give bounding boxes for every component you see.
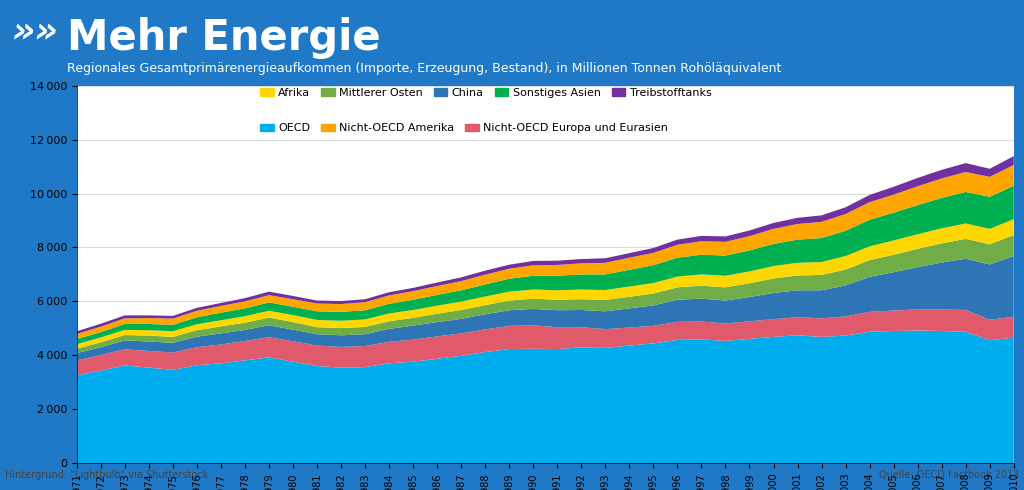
Text: Mehr Energie: Mehr Energie bbox=[67, 17, 380, 59]
Text: Quelle: OECD Factbook 2013: Quelle: OECD Factbook 2013 bbox=[879, 470, 1019, 480]
Legend: OECD, Nicht-OECD Amerika, Nicht-OECD Europa und Eurasien: OECD, Nicht-OECD Amerika, Nicht-OECD Eur… bbox=[260, 123, 668, 133]
Text: Regionales Gesamtprimärenergieaufkommen (Importe, Erzeugung, Bestand), in Millio: Regionales Gesamtprimärenergieaufkommen … bbox=[67, 62, 781, 75]
Text: »»: »» bbox=[12, 15, 59, 49]
Text: Hintergrund: "Lightbulb" via Shutterstock: Hintergrund: "Lightbulb" via Shutterstoc… bbox=[5, 470, 208, 480]
